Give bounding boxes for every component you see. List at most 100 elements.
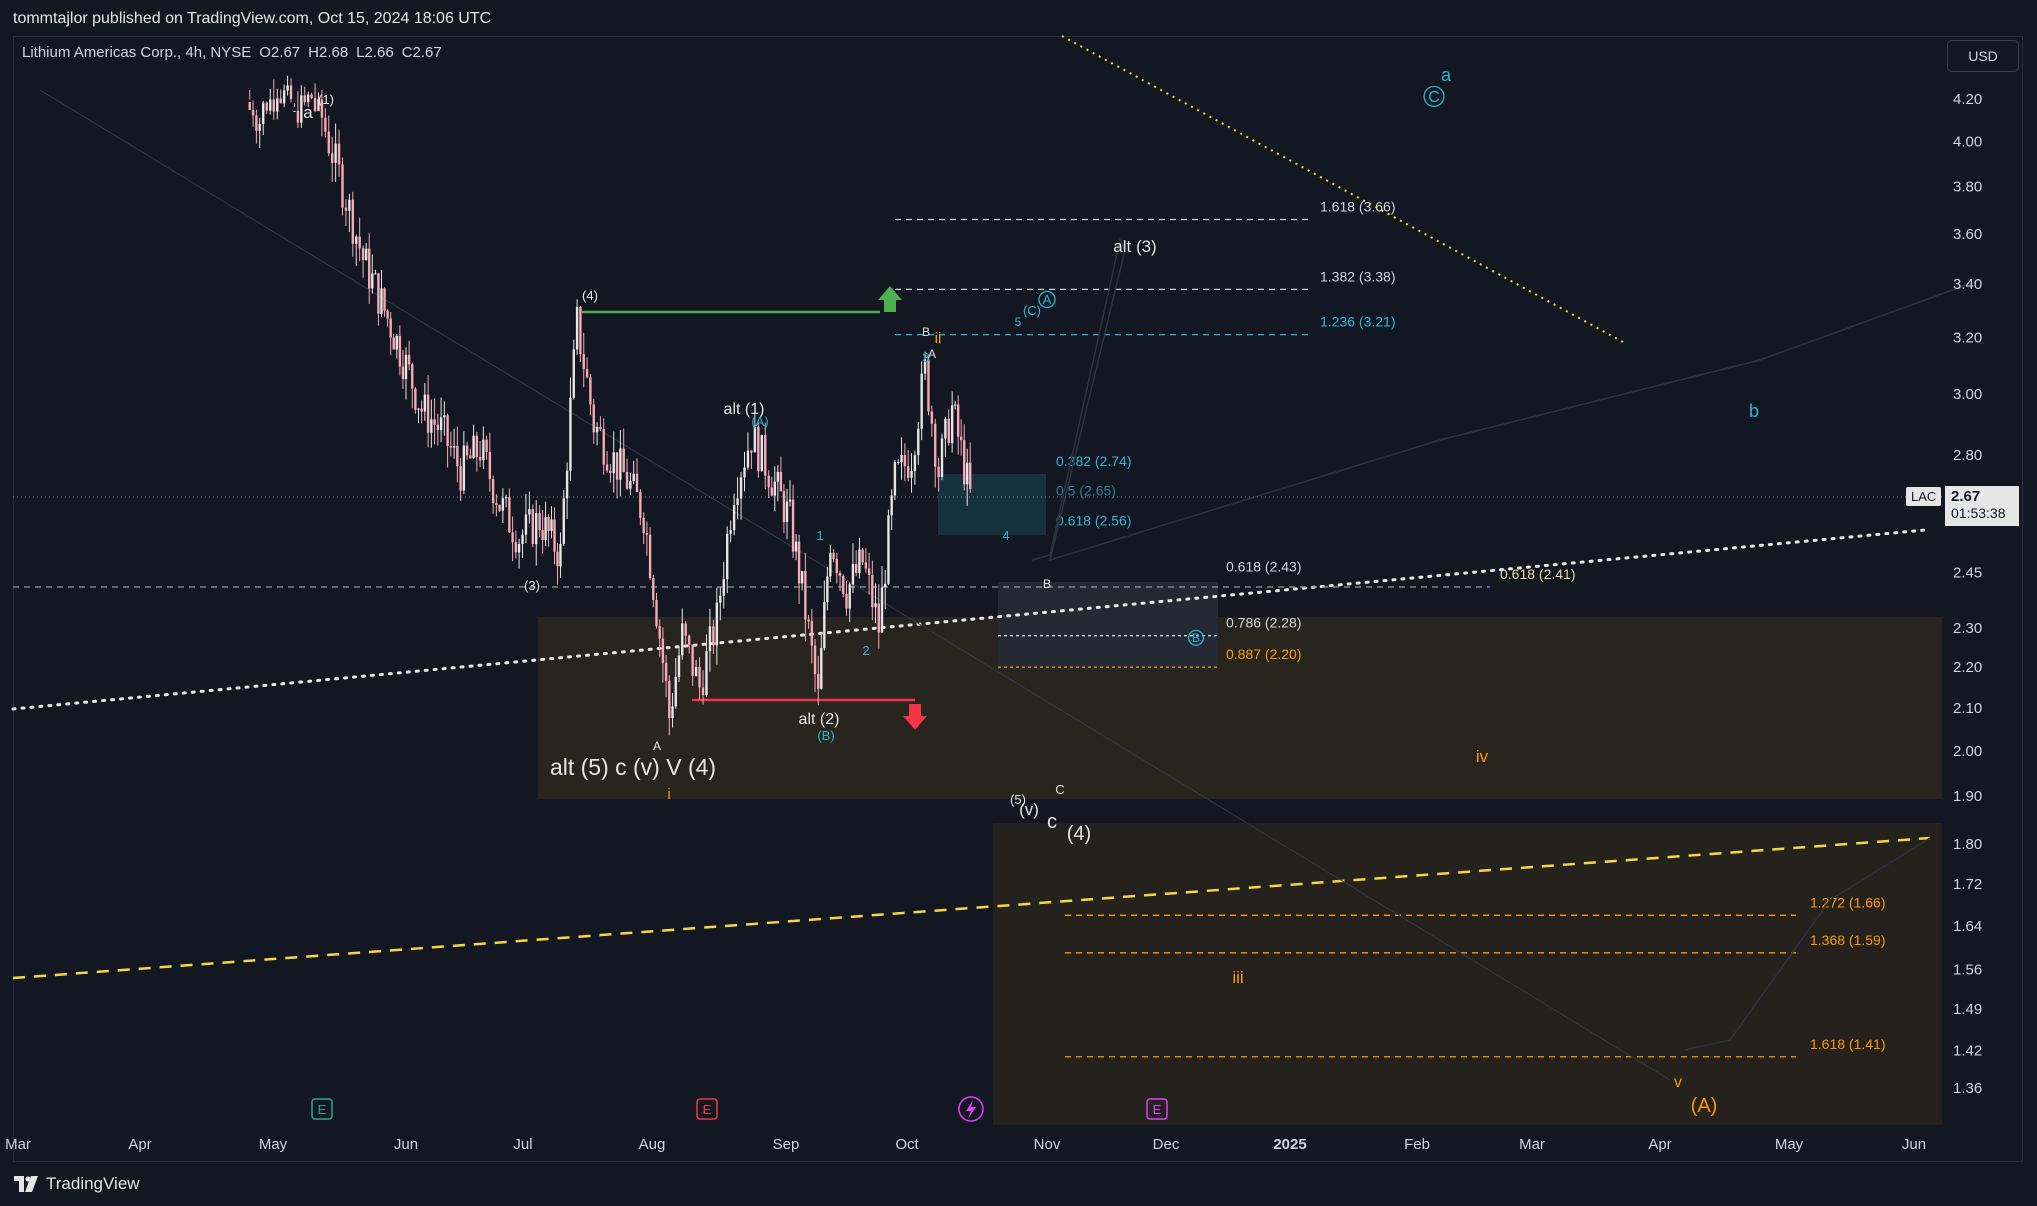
price-tick-label: 3.40 — [1953, 276, 1982, 293]
time-tick-label: Jun — [1902, 1136, 1926, 1153]
candle-body — [897, 462, 900, 464]
trendline-yellow-dotted — [1061, 35, 1624, 343]
time-axis[interactable]: Mar Apr May Jun Jul Aug Sep Oct Nov Dec 2025 Feb Mar… — [5, 1136, 1926, 1153]
candle-body — [475, 435, 479, 458]
fib-label: 1.236 (3.21) — [1320, 314, 1396, 330]
wave-label: a — [1441, 65, 1452, 85]
legend-high: H2.68 — [308, 44, 349, 61]
time-tick-label: May — [1775, 1136, 1804, 1153]
earnings-marker-3[interactable]: E — [1146, 1098, 1168, 1120]
candle-body — [595, 426, 599, 433]
time-tick-label: Mar — [5, 1136, 31, 1153]
candle-body — [276, 98, 279, 112]
price-tick-label: 2.00 — [1953, 743, 1982, 760]
fib-label: 0.786 (2.28) — [1226, 615, 1302, 631]
tradingview-brand[interactable]: TradingView — [14, 1174, 140, 1194]
candle-body — [804, 570, 807, 620]
wave-label: (C) — [1023, 303, 1041, 318]
candle-body — [414, 388, 417, 410]
candle-body — [877, 603, 880, 633]
candle-body — [966, 462, 969, 485]
candle-body — [635, 473, 639, 492]
time-tick-label: Sep — [773, 1136, 800, 1153]
candle-body — [622, 448, 625, 473]
earnings-marker-1[interactable]: E — [311, 1098, 333, 1120]
candle-body — [947, 418, 950, 444]
candle-body — [861, 549, 864, 563]
time-tick-label: Apr — [1648, 1136, 1671, 1153]
candle-body — [773, 481, 777, 496]
candle-body — [639, 491, 642, 518]
candle-body — [417, 408, 420, 410]
wave-label: (1) — [318, 92, 334, 107]
candle-body — [629, 481, 632, 489]
candle-body — [851, 563, 855, 585]
candle-body — [482, 439, 485, 461]
candle-body — [642, 517, 645, 534]
time-tick-label: Jun — [394, 1136, 418, 1153]
candle-body — [547, 517, 550, 531]
wave-label-circle — [1187, 629, 1205, 646]
candle-body — [303, 95, 306, 103]
price-tick-label: 3.20 — [1953, 329, 1982, 346]
earnings-marker-2[interactable]: E — [696, 1098, 718, 1120]
candle-body — [664, 662, 668, 681]
legend-symbol: Lithium Americas Corp., 4h, NYSE — [22, 44, 252, 61]
candle-body — [452, 445, 456, 448]
time-tick-label: Oct — [895, 1136, 919, 1153]
fib-label: 1.368 (1.59) — [1810, 932, 1886, 948]
candle-body — [871, 574, 874, 608]
candle-body — [443, 415, 446, 418]
wave-label: B — [1192, 631, 1200, 645]
candle-body — [648, 534, 652, 579]
wave-label: a — [303, 103, 313, 122]
candle-body — [456, 445, 459, 467]
legend-low: L2.66 — [356, 44, 394, 61]
candle-body — [582, 354, 585, 370]
candle-body — [770, 487, 773, 496]
down-arrow-icon — [903, 704, 927, 730]
projection-path-lower — [1684, 837, 1931, 1051]
candle-body — [658, 626, 661, 639]
candle-body — [395, 335, 399, 350]
wave-label: (4) — [582, 288, 598, 303]
candle-body — [779, 471, 783, 492]
last-price-value: 2.67 — [1951, 488, 1981, 505]
candle-body — [750, 450, 753, 453]
candle-body — [788, 499, 792, 502]
candle-body — [903, 454, 907, 467]
price-tick-label: 1.36 — [1953, 1080, 1982, 1097]
last-price-tag: 2.67 01:53:38 — [1945, 486, 2019, 526]
fib-label: 0.618 (2.43) — [1226, 559, 1302, 575]
candle-body — [521, 534, 524, 544]
earnings-marker-label: E — [318, 1102, 327, 1117]
top-bar: tommtajlor published on TradingView.com,… — [0, 0, 2037, 36]
wave-label: 5 — [1015, 315, 1022, 329]
brand-name: TradingView — [46, 1174, 140, 1193]
up-arrow-icon — [878, 286, 902, 312]
wave-label-circle — [1038, 290, 1056, 309]
candle-body — [255, 115, 258, 131]
candle-body — [407, 354, 411, 365]
time-tick-label: Jul — [513, 1136, 532, 1153]
price-axis[interactable]: 4.20 4.00 3.80 3.60 3.40 3.20 3.00 2.80 2.45 2.30… — [1953, 91, 1982, 1097]
candle-body — [920, 373, 923, 429]
candle-body — [355, 236, 358, 244]
candle-body — [380, 288, 383, 314]
price-tick-label: 3.80 — [1953, 179, 1982, 196]
fib-box-gray — [998, 582, 1218, 669]
candle-body — [719, 595, 722, 603]
fib-label: 0.5 (2.65) — [1056, 482, 1116, 498]
currency-button[interactable]: USD — [1947, 40, 2019, 72]
event-flash-icon[interactable] — [958, 1096, 984, 1122]
candle-body — [884, 583, 887, 588]
fib-label: 1.382 (3.38) — [1320, 268, 1396, 284]
candle-body — [344, 207, 348, 211]
candle-body — [504, 496, 508, 499]
candle-body — [906, 466, 910, 478]
candle-body — [615, 452, 619, 480]
candle-body — [426, 394, 430, 433]
price-tick-label: 2.30 — [1953, 620, 1982, 637]
candle-body — [746, 450, 750, 468]
